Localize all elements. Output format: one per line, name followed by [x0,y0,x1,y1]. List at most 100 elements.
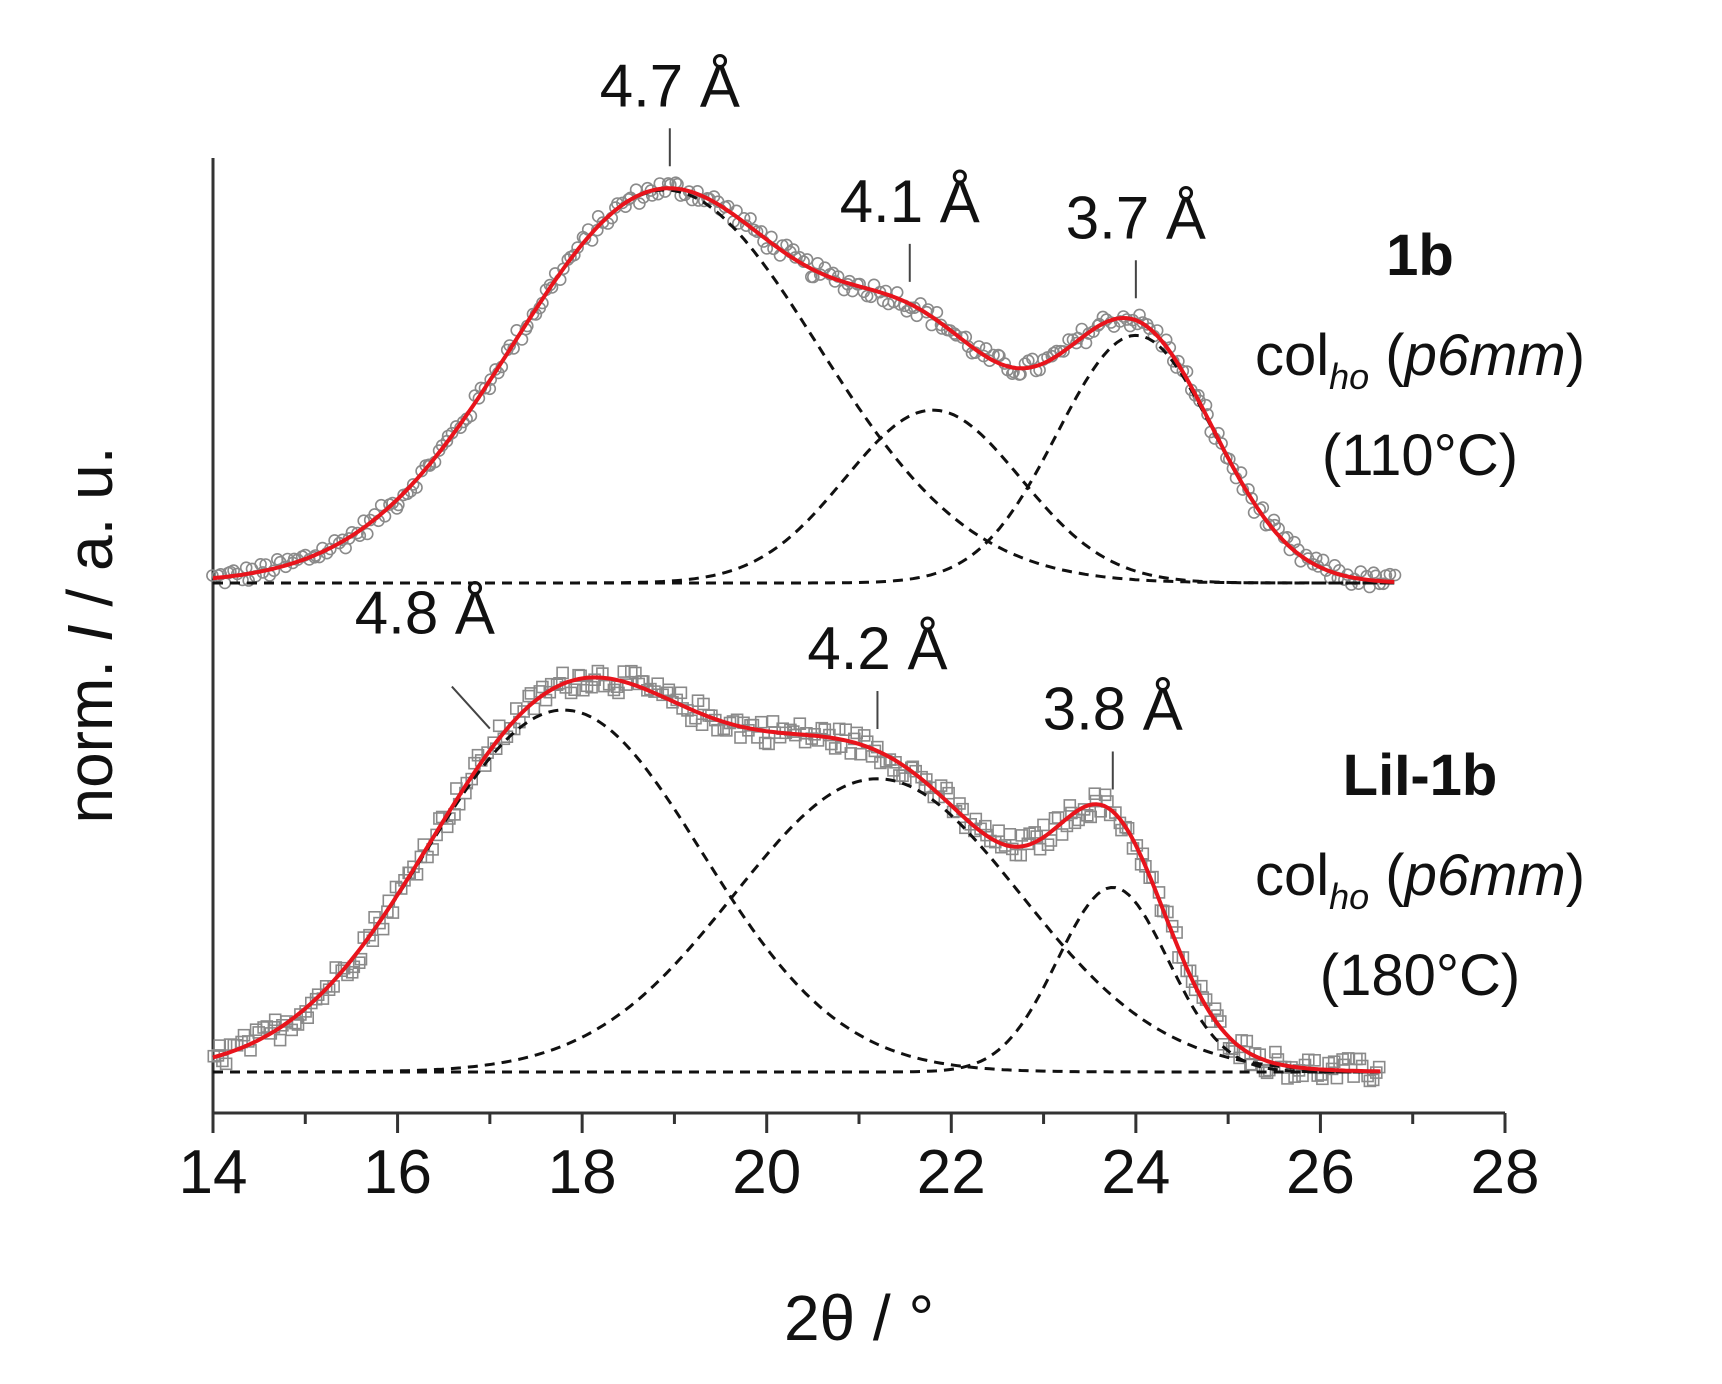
data-point [351,526,364,540]
data-point [1041,838,1055,852]
data-point [1014,848,1028,862]
data-point [1367,566,1380,580]
data-point [568,683,581,697]
peak-label: 4.2 Å [807,615,947,682]
data-point [900,304,914,318]
data-point [1308,1054,1321,1067]
data-point [291,1018,305,1031]
data-point [576,683,590,697]
data-point [206,569,219,582]
data-point [352,956,366,970]
data-point [695,718,709,732]
data-point [1081,808,1094,822]
panel-lii-1b-phase-label: colho (p6mm) [1255,843,1585,917]
y-axis-label: norm. I / a. u. [54,446,126,823]
panel-1b-temperature-label: (110°C) [1322,423,1518,488]
data-point [930,305,944,319]
data-point [1098,788,1112,802]
data-point [978,819,992,833]
x-tick-label: 22 [917,1138,986,1207]
data-point [662,683,676,697]
data-point [1051,811,1065,824]
fit-component-3 [213,333,1395,585]
peak-label: 4.7 Å [600,52,740,119]
data-point [850,726,864,740]
data-point [376,922,390,936]
data-point [815,721,829,735]
data-point [760,242,774,255]
data-point [744,212,757,225]
data-point [1119,820,1132,834]
data-point [734,731,747,744]
data-point [633,197,646,210]
data-point [1057,345,1070,358]
data-point [979,342,993,355]
data-point [567,248,581,262]
data-point [1062,333,1075,346]
data-point [319,979,333,993]
data-point [509,702,523,715]
data-point [276,1018,289,1032]
data-point [414,850,428,864]
data-point [524,687,538,700]
data-point [719,724,733,737]
data-point [758,736,772,750]
data-point [1063,799,1077,812]
data-point [896,769,909,783]
data-point [219,1057,233,1071]
data-point [301,1011,315,1025]
data-point [484,373,498,386]
x-axis-label: 2θ / ° [784,1282,934,1354]
data-point [793,717,807,731]
y-axis-label-prefix: norm. [54,642,126,823]
data-point [478,381,492,395]
data-point [574,669,587,683]
data-point [948,327,961,340]
panel-1b: 4.7 Å 4.1 Å 3.7 Å 1b colho (p6mm) (110°C) [206,52,1585,594]
data-point [786,243,800,256]
data-point [1003,827,1017,841]
data-point [1288,535,1301,549]
panel-1b-peak-labels: 4.7 Å 4.1 Å 3.7 Å [600,52,1206,299]
data-point [750,225,764,238]
data-point [591,210,605,223]
data-point [949,328,963,342]
x-tick-label: 26 [1286,1138,1355,1207]
data-point [556,666,569,680]
data-point [394,882,408,895]
data-point [1233,1051,1246,1065]
x-tick-label: 14 [179,1138,248,1207]
peak-label: 3.8 Å [1043,675,1183,742]
peak-leader-line [451,685,491,730]
panel-lii-1b-total-fit [212,675,1381,1074]
data-point [1240,1034,1254,1048]
data-point [1068,816,1082,830]
y-axis-label-symbol: I [54,624,126,642]
x-axis-tick-labels: 14 16 18 20 22 24 26 28 [179,1138,1540,1207]
data-point [1388,568,1402,582]
data-point [949,804,963,818]
data-point [260,1020,274,1033]
data-point [1245,491,1258,505]
panel-lii-1b-peak-labels: 4.8 Å 4.2 Å 3.8 Å [355,580,1183,790]
data-point [674,686,688,700]
data-point [607,683,621,697]
data-point [585,680,598,694]
data-point [1366,1073,1380,1087]
peak-label: 3.7 Å [1066,184,1206,251]
data-point [1028,826,1041,839]
x-axis-ticks [211,1113,1507,1133]
panel-lii-1b-sample-label: LiI-1b [1343,743,1498,808]
data-point [942,786,955,800]
data-point [406,478,420,491]
panel-lii-1b: 4.8 Å 4.2 Å 3.8 Å LiI-1b colho (p6mm) (180… [207,580,1585,1088]
data-point [1070,336,1083,350]
fit-component-3 [213,885,1381,1074]
panel-1b-sample-label: 1b [1386,223,1454,288]
fit-component-1 [212,708,1381,1074]
data-point [564,686,578,700]
peak-label: 4.8 Å [355,580,495,647]
data-point [1353,1052,1367,1066]
